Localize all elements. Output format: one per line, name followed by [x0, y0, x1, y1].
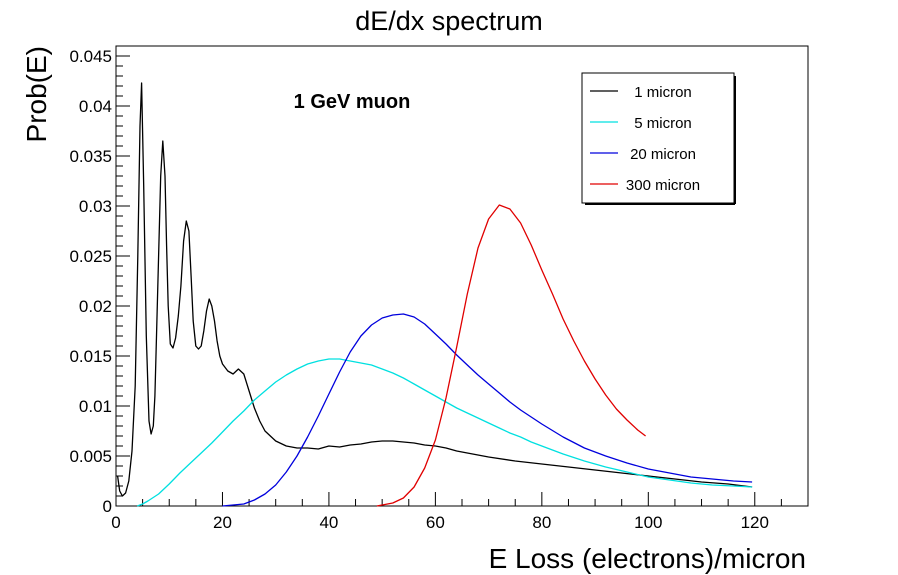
legend-label-1-micron: 1 micron	[634, 84, 692, 101]
y-tick-label: 0.045	[69, 47, 112, 66]
chart-annotation: 1 GeV muon	[294, 91, 411, 113]
x-tick-label: 20	[213, 513, 232, 532]
y-tick-label: 0.015	[69, 347, 112, 366]
legend-label-20-micron: 20 micron	[630, 146, 696, 163]
legend-label-300-micron: 300 micron	[626, 177, 700, 194]
legend-box	[581, 72, 735, 204]
x-tick-label: 80	[532, 513, 551, 532]
y-tick-label: 0.02	[79, 297, 112, 316]
y-tick-label: 0.035	[69, 147, 112, 166]
legend: 1 micron 5 micron 20 micron 300 micron	[581, 72, 736, 205]
series-line-5-micron	[137, 358, 753, 507]
y-tick-label: 0.04	[79, 97, 112, 116]
series-layer	[116, 82, 753, 507]
y-tick-label: 0.025	[69, 247, 112, 266]
y-tick-label: 0.03	[79, 197, 112, 216]
series-line-1-micron	[116, 82, 753, 497]
x-tick-label: 120	[741, 513, 769, 532]
y-tick-label: 0	[103, 497, 112, 516]
legend-label-5-micron: 5 micron	[634, 115, 692, 132]
x-axis-label: E Loss (electrons)/micron	[489, 543, 806, 574]
x-tick-label: 0	[111, 513, 120, 532]
x-tick-label: 60	[426, 513, 445, 532]
axes: 0 20 40 60 80 100 120 0 0.005 0.01 0.015 0.02 0.025 0…	[69, 45, 809, 532]
y-axis-label: Prob(E)	[21, 46, 52, 142]
y-tick-label: 0.005	[69, 447, 112, 466]
chart-title: dE/dx spectrum	[355, 6, 543, 36]
series-line-20-micron	[222, 313, 753, 507]
series-line-300-micron	[376, 204, 646, 507]
y-tick-label: 0.01	[79, 397, 112, 416]
x-tick-label: 40	[319, 513, 338, 532]
x-tick-label: 100	[634, 513, 662, 532]
